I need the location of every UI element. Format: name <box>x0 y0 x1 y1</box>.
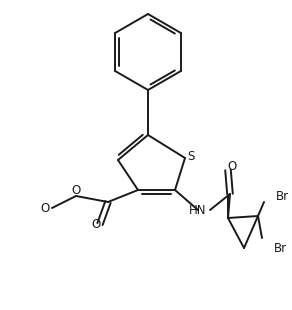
Text: O: O <box>40 202 50 215</box>
Text: Br: Br <box>273 242 286 255</box>
Text: Br: Br <box>275 189 288 202</box>
Text: HN: HN <box>189 203 207 216</box>
Text: S: S <box>187 149 195 162</box>
Text: O: O <box>91 218 101 231</box>
Text: O: O <box>71 184 81 197</box>
Text: O: O <box>227 161 237 174</box>
